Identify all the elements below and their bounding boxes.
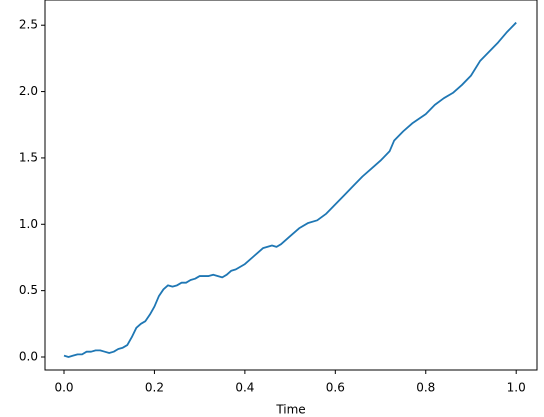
y-tick-label: 0.0 (19, 349, 38, 363)
x-tick-label: 0.6 (326, 381, 345, 395)
line-series (63, 21, 517, 358)
x-axis-label: Time (275, 403, 305, 417)
x-tick-label: 1.0 (507, 381, 526, 395)
y-tick-label: 1.0 (19, 217, 38, 231)
y-tick-label: 2.0 (19, 84, 38, 98)
x-tick-label: 0.8 (416, 381, 435, 395)
x-tick-label: 0.2 (145, 381, 164, 395)
x-tick-label: 0.4 (235, 381, 254, 395)
plot-frame (44, 0, 538, 371)
y-tick-label: 2.5 (19, 18, 38, 32)
y-tick-label: 0.5 (19, 283, 38, 297)
y-tick-label: 1.5 (19, 150, 38, 164)
x-tick-label: 0.0 (54, 381, 73, 395)
